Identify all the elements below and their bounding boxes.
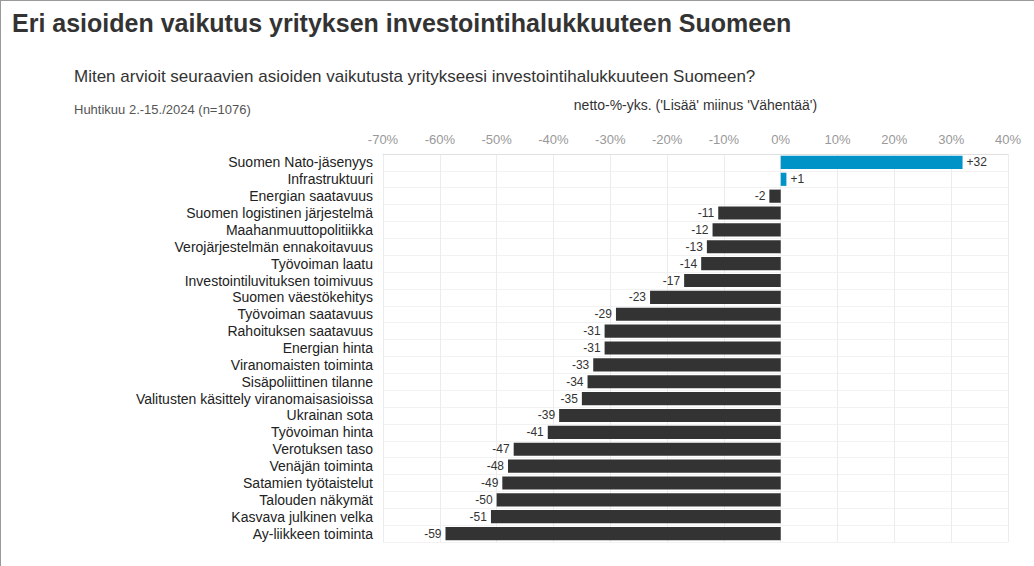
svg-text:-14: -14 bbox=[680, 257, 698, 271]
svg-text:Huhtikuu 2.-15./2024 (n=1076): Huhtikuu 2.-15./2024 (n=1076) bbox=[74, 102, 251, 117]
svg-text:Satamien työtaistelut: Satamien työtaistelut bbox=[243, 475, 373, 491]
svg-text:-47: -47 bbox=[492, 442, 510, 456]
svg-text:Työvoiman laatu: Työvoiman laatu bbox=[271, 256, 373, 272]
svg-text:Työvoiman hinta: Työvoiman hinta bbox=[271, 424, 373, 440]
svg-text:+1: +1 bbox=[790, 172, 804, 186]
svg-text:Miten arvioit seuraavien asioi: Miten arvioit seuraavien asioiden vaikut… bbox=[74, 67, 755, 86]
svg-text:-17: -17 bbox=[663, 274, 681, 288]
svg-text:-31: -31 bbox=[583, 324, 601, 338]
svg-text:+32: +32 bbox=[967, 155, 988, 169]
svg-text:-11: -11 bbox=[698, 206, 715, 220]
svg-text:Verotuksen taso: Verotuksen taso bbox=[273, 441, 374, 457]
svg-text:-35: -35 bbox=[561, 392, 579, 406]
svg-text:Ay-liikkeen toiminta: Ay-liikkeen toiminta bbox=[253, 526, 374, 542]
svg-text:-50%: -50% bbox=[481, 132, 512, 147]
svg-text:-31: -31 bbox=[583, 341, 601, 355]
svg-text:Energian hinta: Energian hinta bbox=[283, 340, 374, 356]
svg-text:Infrastruktuuri: Infrastruktuuri bbox=[287, 171, 373, 187]
svg-text:30%: 30% bbox=[938, 132, 964, 147]
svg-text:-13: -13 bbox=[686, 240, 704, 254]
svg-text:-34: -34 bbox=[566, 375, 584, 389]
svg-text:40%: 40% bbox=[995, 132, 1021, 147]
svg-text:-40%: -40% bbox=[538, 132, 569, 147]
svg-text:Suomen Nato-jäsenyys: Suomen Nato-jäsenyys bbox=[228, 154, 373, 170]
svg-text:Energian saatavuus: Energian saatavuus bbox=[249, 188, 373, 204]
svg-text:-41: -41 bbox=[526, 425, 544, 439]
svg-text:Eri asioiden vaikutus yritykse: Eri asioiden vaikutus yrityksen investoi… bbox=[12, 9, 791, 37]
svg-text:-20%: -20% bbox=[652, 132, 683, 147]
svg-text:Valitusten käsittely viranomai: Valitusten käsittely viranomaisasioissa bbox=[136, 391, 373, 407]
svg-text:-29: -29 bbox=[595, 307, 613, 321]
svg-text:-70%: -70% bbox=[368, 132, 399, 147]
svg-text:Ukrainan sota: Ukrainan sota bbox=[287, 407, 374, 423]
svg-text:Investointiluvituksen toimivuu: Investointiluvituksen toimivuus bbox=[185, 273, 373, 289]
svg-text:-2: -2 bbox=[755, 189, 766, 203]
svg-text:-33: -33 bbox=[572, 358, 590, 372]
svg-text:-48: -48 bbox=[487, 459, 505, 473]
svg-text:-12: -12 bbox=[691, 223, 709, 237]
svg-text:Kasvava julkinen velka: Kasvava julkinen velka bbox=[231, 509, 373, 525]
svg-text:-23: -23 bbox=[629, 290, 647, 304]
svg-text:-49: -49 bbox=[481, 476, 499, 490]
svg-text:Venäjän toiminta: Venäjän toiminta bbox=[269, 458, 373, 474]
svg-text:Työvoiman saatavuus: Työvoiman saatavuus bbox=[238, 306, 373, 322]
svg-text:-10%: -10% bbox=[709, 132, 740, 147]
svg-text:-59: -59 bbox=[424, 527, 442, 541]
svg-text:20%: 20% bbox=[881, 132, 907, 147]
svg-text:Suomen logistinen järjestelmä: Suomen logistinen järjestelmä bbox=[186, 205, 373, 221]
svg-text:-39: -39 bbox=[538, 408, 556, 422]
svg-text:Suomen väestökehitys: Suomen väestökehitys bbox=[232, 289, 373, 305]
svg-text:Rahoituksen saatavuus: Rahoituksen saatavuus bbox=[227, 323, 373, 339]
svg-text:Maahanmuuttopolitiikka: Maahanmuuttopolitiikka bbox=[226, 222, 373, 238]
svg-text:-30%: -30% bbox=[595, 132, 626, 147]
svg-text:10%: 10% bbox=[825, 132, 851, 147]
svg-text:Viranomaisten toiminta: Viranomaisten toiminta bbox=[231, 357, 373, 373]
svg-text:Talouden näkymät: Talouden näkymät bbox=[259, 492, 373, 508]
svg-text:0%: 0% bbox=[771, 132, 790, 147]
svg-text:Verojärjestelmän ennakoitavuus: Verojärjestelmän ennakoitavuus bbox=[175, 239, 373, 255]
svg-text:-60%: -60% bbox=[425, 132, 456, 147]
svg-text:-50: -50 bbox=[475, 493, 493, 507]
svg-text:Sisäpoliittinen tilanne: Sisäpoliittinen tilanne bbox=[241, 374, 373, 390]
svg-text:netto-%-yks. ('Lisää' miinus ': netto-%-yks. ('Lisää' miinus 'Vähentää') bbox=[574, 97, 817, 113]
svg-text:-51: -51 bbox=[470, 510, 488, 524]
